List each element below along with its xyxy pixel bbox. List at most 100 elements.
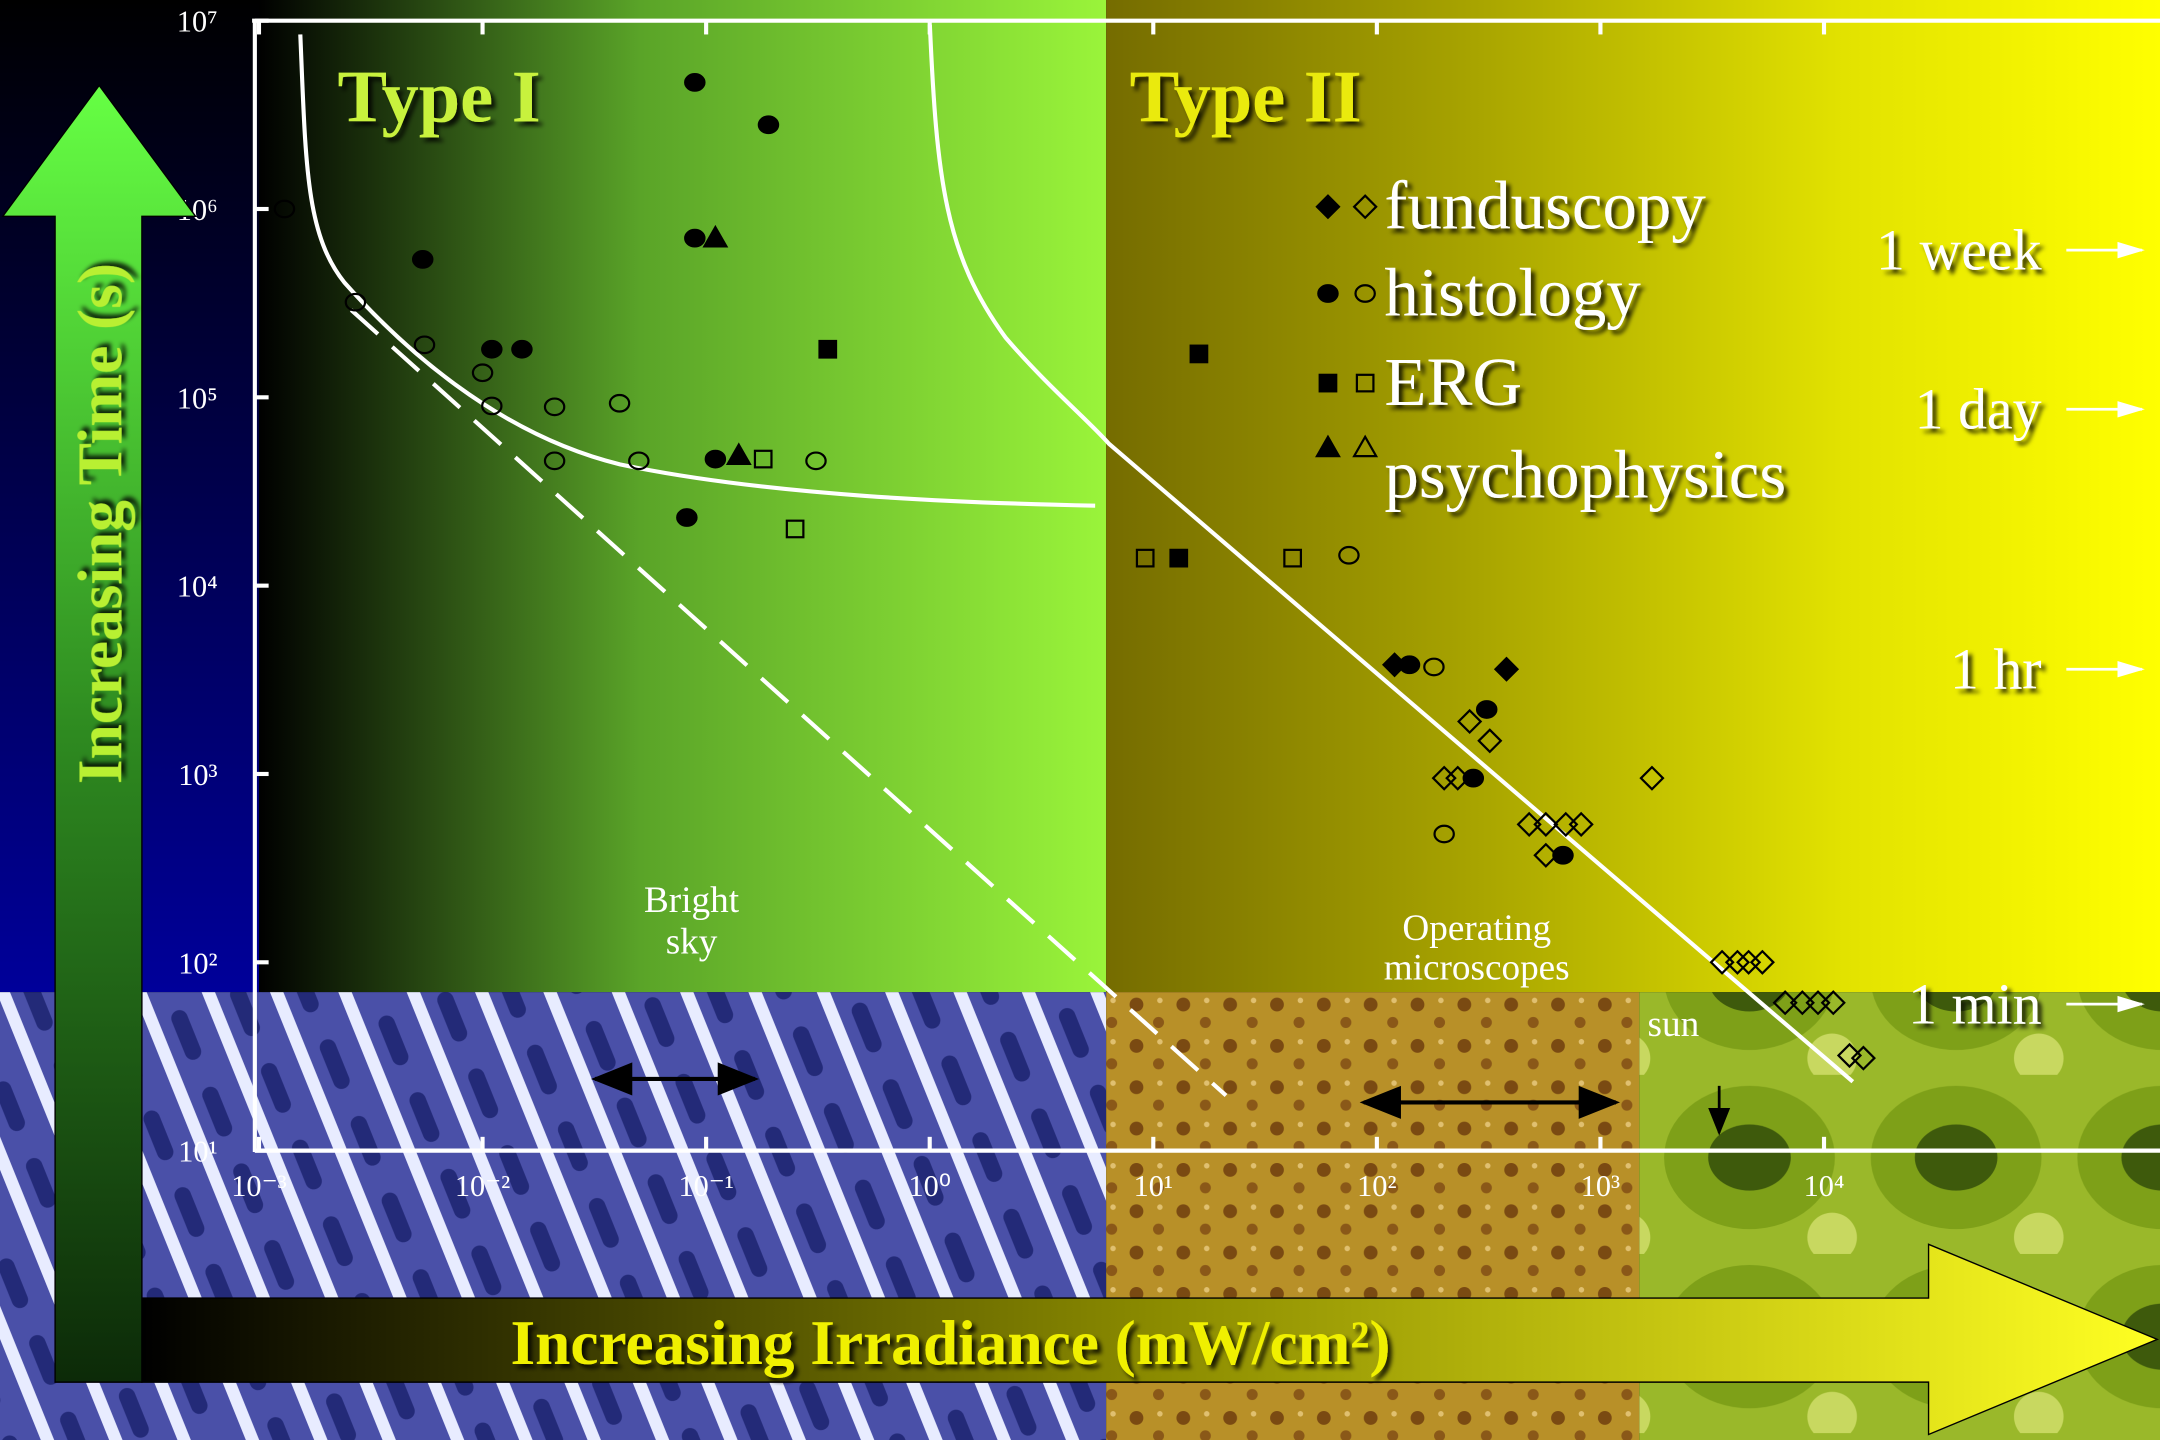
marker [1820, 990, 1846, 1016]
marker [1283, 548, 1302, 568]
x-tick-label: 10⁻² [455, 1169, 510, 1203]
marker [1516, 811, 1542, 837]
marker [1354, 284, 1376, 303]
marker [273, 199, 296, 219]
marker [805, 451, 827, 471]
marker [344, 292, 367, 312]
y-tick-label: 10¹ [178, 1135, 217, 1169]
annotation: microscopes [1384, 948, 1570, 989]
time-marks: 1 week 1 day 1 hr 1 min [1876, 217, 2145, 1036]
marker [1749, 949, 1775, 975]
y-tick-label: 10³ [178, 758, 217, 792]
time-mark-label: 1 week [1876, 217, 2042, 282]
marker [1477, 728, 1503, 754]
marker [511, 339, 533, 359]
marker [1338, 545, 1360, 565]
y-axis-title: Increasing Time (s) [65, 263, 135, 784]
marker [1568, 811, 1594, 837]
marker [1423, 657, 1445, 677]
x-tick-label: 10⁴ [1804, 1169, 1845, 1203]
x-tick-label: 10⁰ [908, 1169, 950, 1203]
marker [1850, 1045, 1876, 1071]
type-2-curve [927, 24, 1855, 1084]
annotation: sun [1648, 1004, 1700, 1045]
marker [818, 339, 838, 359]
marker [1189, 344, 1209, 364]
marker [757, 115, 780, 135]
x-tick-label: 10³ [1581, 1169, 1620, 1203]
marker [1533, 811, 1559, 837]
marker [1552, 845, 1574, 865]
threshold-curves [298, 24, 1855, 1098]
region-title: Type II [1130, 56, 1362, 138]
marker [1315, 434, 1341, 458]
legend-label: ERG [1384, 344, 1522, 420]
marker [1772, 990, 1798, 1016]
marker [1317, 284, 1339, 303]
marker [753, 449, 773, 469]
marker [1457, 708, 1483, 735]
time-mark-label: 1 day [1915, 377, 2042, 442]
marker [1318, 373, 1338, 393]
annotation: sky [666, 922, 718, 963]
x-tick-label: 10⁻³ [231, 1169, 286, 1203]
region-title: Type I [337, 56, 540, 138]
marker [704, 449, 727, 469]
y-tick-label: 10⁵ [177, 381, 218, 415]
marker [1315, 194, 1341, 220]
marker [481, 339, 503, 359]
y-tick-label: 10⁴ [177, 570, 218, 604]
marker [684, 228, 706, 248]
marker [543, 451, 566, 471]
marker [1355, 373, 1375, 393]
region-type-1 [258, 0, 1107, 993]
y-tick-label: 10⁷ [177, 5, 218, 39]
legend: funduscopy histology ERG psychophysics [1315, 168, 1786, 512]
marker [725, 442, 752, 466]
region-type-2 [1106, 0, 2160, 993]
marker [785, 519, 805, 539]
marker [1135, 548, 1155, 568]
marker [1462, 768, 1485, 788]
marker [676, 508, 698, 527]
legend-label: funduscopy [1384, 168, 1706, 244]
marker [1398, 655, 1421, 675]
dashed-curve [349, 308, 1228, 1098]
x-tick-label: 10² [1357, 1169, 1396, 1203]
marker [411, 250, 434, 269]
type-1-curve [298, 34, 1096, 508]
marker [628, 451, 650, 471]
axis-ticks: 10⁻³ 10⁻² 10⁻¹ 10⁰ 10¹ 10² 10³ 10⁴ 10¹ 10² 10³ 10⁴ 1… [177, 5, 1845, 1203]
annotation: Bright [644, 880, 740, 921]
marker [702, 224, 729, 248]
x-axis-arrow [141, 1243, 2160, 1436]
time-mark-label: 1 min [1908, 971, 2041, 1036]
marker [1475, 700, 1498, 719]
marker [543, 397, 566, 417]
y-axis-arrow [1, 84, 197, 1383]
marker [1352, 194, 1378, 220]
marker [471, 363, 494, 383]
marker [608, 393, 631, 413]
marker [684, 73, 706, 92]
x-tick-label: 10¹ [1134, 1169, 1173, 1203]
marker [1352, 434, 1379, 458]
y-tick-label: 10² [178, 946, 217, 980]
marker [1169, 548, 1189, 568]
legend-label: psychophysics [1384, 436, 1786, 512]
marker [1639, 765, 1665, 791]
annotation: Operating [1402, 908, 1551, 949]
time-mark-label: 1 hr [1950, 636, 2042, 701]
marker [1836, 1042, 1863, 1069]
marker [1433, 824, 1455, 844]
legend-label: histology [1384, 255, 1641, 331]
x-axis-title: Increasing Irradiance (mW/cm²) [511, 1308, 1391, 1378]
x-tick-label: 10⁻¹ [678, 1169, 733, 1203]
marker [413, 335, 436, 355]
marker [1724, 949, 1751, 975]
marker [1493, 656, 1520, 682]
marker [481, 396, 503, 416]
